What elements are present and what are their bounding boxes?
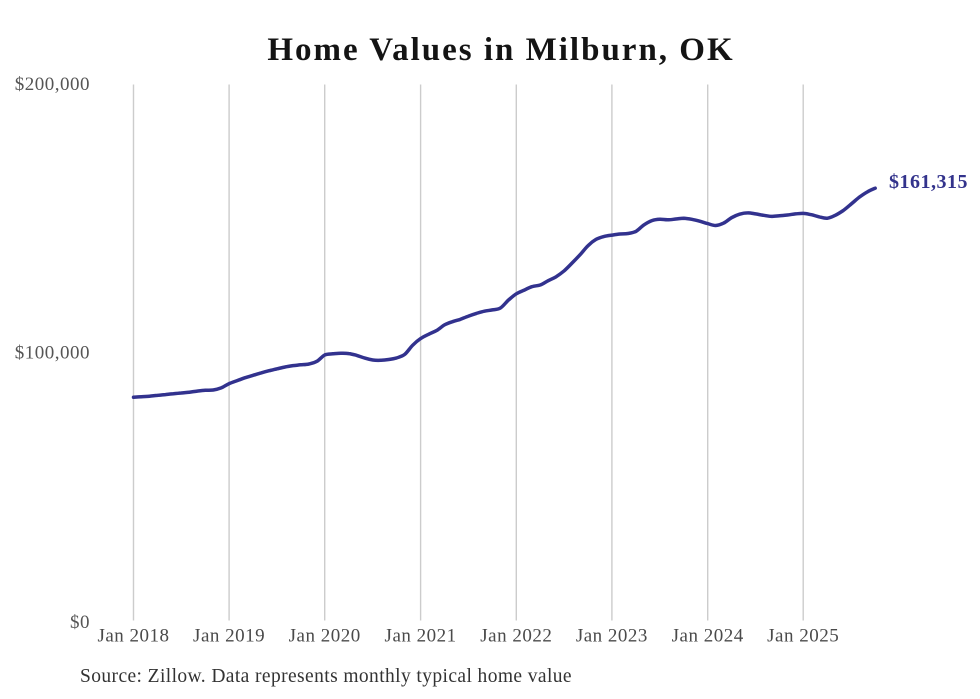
svg-text:Jan 2020: Jan 2020 — [289, 626, 361, 647]
svg-text:$200,000: $200,000 — [15, 74, 90, 95]
svg-text:$161,315: $161,315 — [889, 171, 968, 193]
svg-text:Jan 2025: Jan 2025 — [767, 626, 839, 647]
svg-text:Jan 2018: Jan 2018 — [97, 626, 169, 647]
svg-text:Home Values in Milburn, OK: Home Values in Milburn, OK — [267, 32, 734, 68]
svg-text:Jan 2019: Jan 2019 — [193, 626, 265, 647]
svg-text:Jan 2021: Jan 2021 — [385, 626, 457, 647]
svg-text:$0: $0 — [70, 612, 90, 633]
svg-text:Source: Zillow. Data represent: Source: Zillow. Data represents monthly … — [80, 666, 572, 687]
svg-text:Jan 2024: Jan 2024 — [672, 626, 744, 647]
svg-text:Jan 2022: Jan 2022 — [480, 626, 552, 647]
svg-text:Jan 2023: Jan 2023 — [576, 626, 648, 647]
svg-text:$100,000: $100,000 — [15, 343, 90, 364]
